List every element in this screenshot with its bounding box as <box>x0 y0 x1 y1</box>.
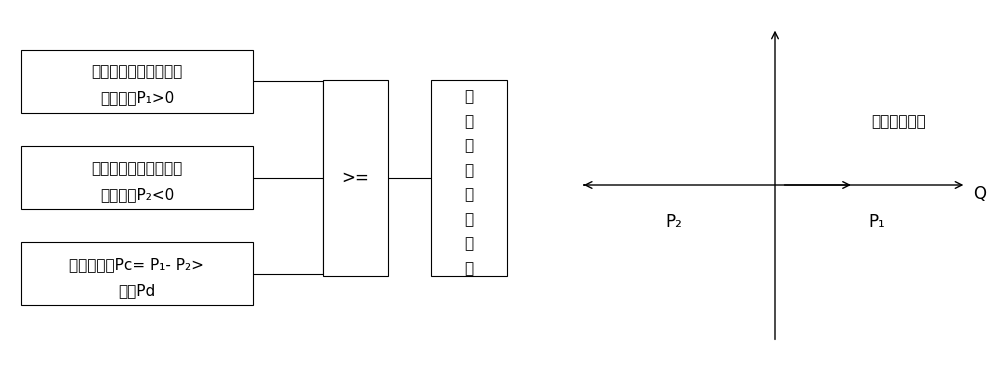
Text: 电: 电 <box>464 89 474 104</box>
Text: 端: 端 <box>464 163 474 178</box>
Text: P₁: P₁ <box>868 213 885 231</box>
Text: 接: 接 <box>464 236 474 251</box>
Text: 地: 地 <box>464 261 474 276</box>
Text: 相: 相 <box>464 212 474 227</box>
Text: >=: >= <box>342 169 370 186</box>
Text: 零序功率P₂<0: 零序功率P₂<0 <box>100 187 174 202</box>
Text: 流经零序电流互感器的: 流经零序电流互感器的 <box>91 161 183 176</box>
Text: 零序功率P₁>0: 零序功率P₁>0 <box>100 91 174 105</box>
Text: 阈值Pd: 阈值Pd <box>118 283 156 298</box>
Bar <box>21 242 253 305</box>
Text: 流经三相电流互感器的: 流经三相电流互感器的 <box>91 65 183 80</box>
Text: 流入母线方向: 流入母线方向 <box>871 114 926 130</box>
Text: 单: 单 <box>464 187 474 202</box>
Text: 终: 终 <box>464 138 474 153</box>
Text: P₂: P₂ <box>665 213 682 231</box>
Bar <box>21 50 253 113</box>
Text: 缆: 缆 <box>464 114 474 129</box>
Text: Q: Q <box>973 185 986 203</box>
Bar <box>431 80 507 276</box>
Bar <box>21 146 253 209</box>
Text: 零序功率差Pc= P₁- P₂>: 零序功率差Pc= P₁- P₂> <box>69 257 204 272</box>
Bar <box>323 80 388 276</box>
